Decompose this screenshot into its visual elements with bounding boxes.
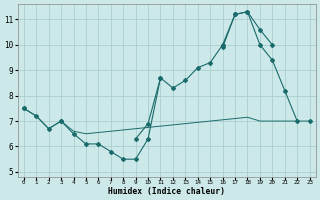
X-axis label: Humidex (Indice chaleur): Humidex (Indice chaleur) xyxy=(108,187,225,196)
